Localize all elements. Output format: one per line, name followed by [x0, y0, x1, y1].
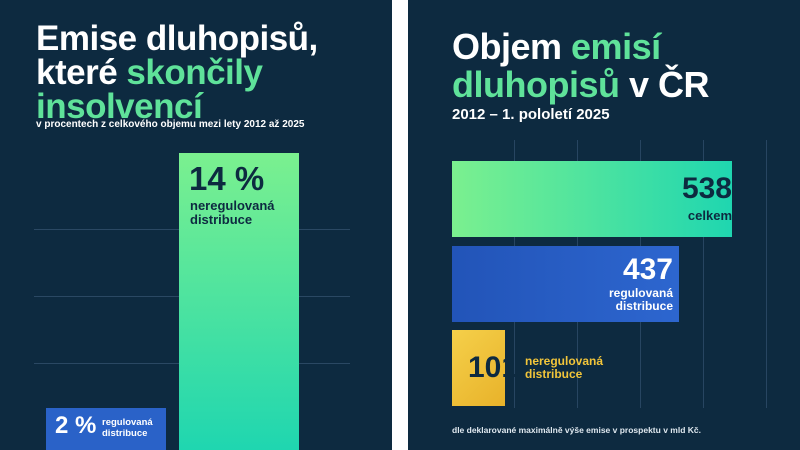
label-line: distribuce [190, 212, 253, 227]
left-title-line3: insolvencí [36, 87, 203, 126]
bar-total [452, 161, 732, 237]
label-line: neregulovaná [525, 354, 604, 368]
bar-regulated-distribution [46, 407, 166, 450]
left-title-line2: které skončily [36, 53, 318, 92]
right-title-accent: emisí [571, 26, 661, 67]
label-line: neregulovaná [190, 198, 275, 213]
bar-unregulated-distribution [452, 330, 505, 406]
bar-regulated-distribution [452, 246, 680, 322]
label-line: regulovaná [608, 286, 673, 300]
bar-value-label: 538 [681, 172, 732, 205]
right-title-text: Objem [452, 26, 572, 67]
right-title-line2: dluhopisů v ČR [452, 66, 709, 104]
bar-category-label: neregulovaná distribuce [190, 199, 275, 227]
bar-value-label: 437 [622, 253, 673, 286]
left-title-text: které [36, 53, 127, 92]
left-title-line1: Emise dluhopisů, [36, 19, 318, 58]
left-title-accent: skončily [126, 53, 263, 92]
right-subtitle: 2012 – 1. pololetí 2025 [452, 106, 610, 123]
bar-category-label: neregulovaná distribuce [525, 355, 603, 381]
bar-category-label: regulovaná distribuce [102, 417, 153, 439]
right-chart-panel: Objem emisí dluhopisů v ČR 2012 – 1. pol… [408, 0, 800, 450]
label-line: distribuce [525, 367, 583, 381]
bar-value-label: 14 % [189, 160, 265, 197]
label-line: regulovaná [102, 417, 153, 428]
gridline [766, 140, 767, 408]
left-title: Emise dluhopisů, které skončily insolven… [36, 19, 318, 126]
bar-category-label: celkem [687, 208, 732, 223]
footnote: dle deklarované maximálně výše emise v p… [452, 425, 701, 435]
gridline [703, 140, 704, 408]
left-subtitle: v procentech z celkového objemu mezi let… [36, 119, 305, 130]
bar-category-label: regulovaná distribuce [609, 287, 673, 313]
label-line: distribuce [615, 299, 673, 313]
right-title-text: v ČR [619, 64, 710, 105]
label-line: distribuce [102, 428, 148, 439]
right-title: Objem emisí dluhopisů v ČR [452, 28, 709, 104]
left-chart-panel: Emise dluhopisů, které skončily insolven… [0, 0, 392, 450]
bar-unregulated-distribution [179, 153, 299, 450]
bar-value-label: 101 [468, 351, 519, 384]
right-title-line1: Objem emisí [452, 28, 709, 66]
bar-value-label: 2 % [55, 412, 97, 439]
right-title-accent: dluhopisů [452, 64, 620, 105]
